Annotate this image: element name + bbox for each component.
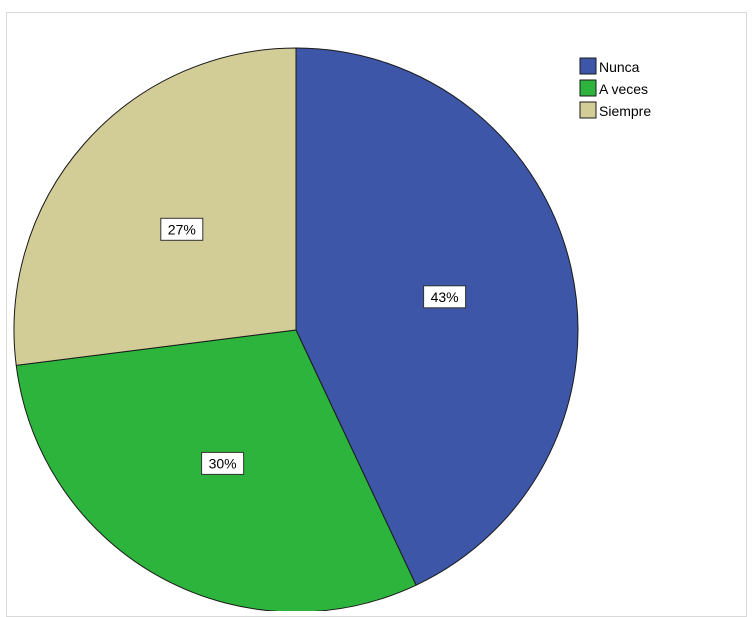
legend-label: Nunca	[599, 59, 640, 75]
legend-label: Siempre	[599, 103, 651, 119]
legend-label: A veces	[599, 81, 648, 97]
pie-slices	[13, 47, 579, 611]
pie-slice-nunca	[295, 47, 579, 586]
data-label-text: 43%	[431, 289, 459, 305]
data-label-box	[160, 217, 204, 241]
legend-item-a-veces: A veces	[579, 79, 648, 97]
data-label-box	[201, 451, 245, 475]
legend-item-siempre: Siempre	[579, 101, 651, 119]
data-label-nunca: 43%	[423, 285, 467, 309]
legend: Nunca A veces Siempre	[579, 57, 651, 119]
data-label-text: 27%	[168, 221, 196, 237]
legend-swatch	[579, 57, 597, 75]
pie-slice-siempre	[13, 47, 297, 366]
legend-swatch	[579, 79, 597, 97]
legend-swatch	[579, 101, 597, 119]
data-label-a-veces: 30%	[201, 451, 245, 475]
pie-data-labels: 43% 30% 27%	[160, 217, 467, 475]
legend-item-nunca: Nunca	[579, 57, 640, 75]
data-label-siempre: 27%	[160, 217, 204, 241]
data-label-text: 30%	[209, 455, 237, 471]
data-label-box	[423, 285, 467, 309]
